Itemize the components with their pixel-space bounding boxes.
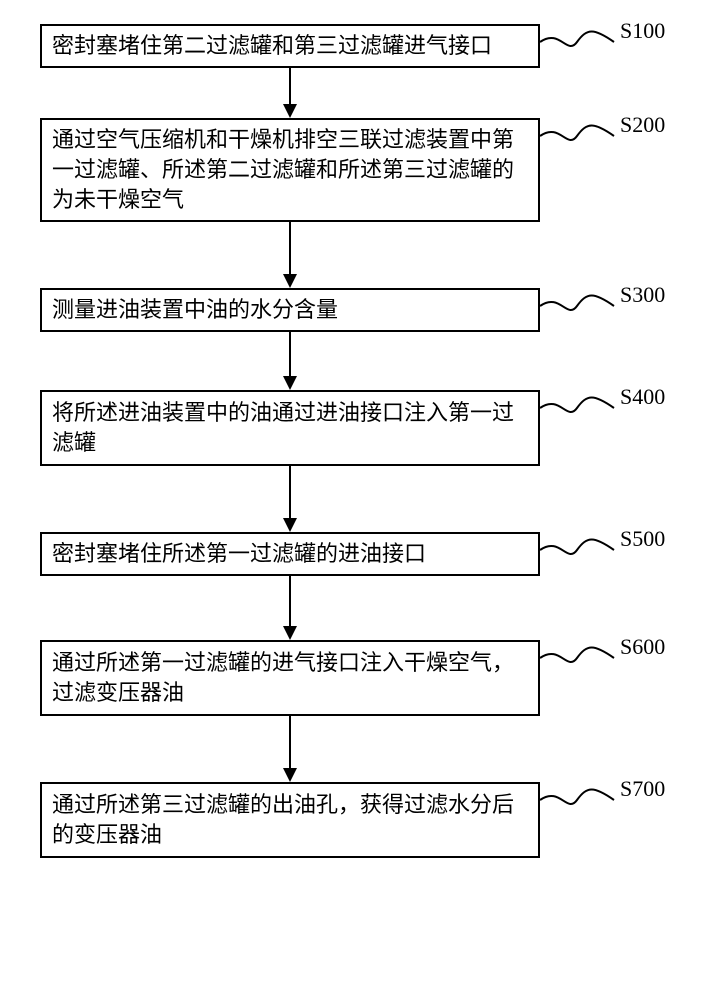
step-box-s500: 密封塞堵住所述第一过滤罐的进油接口	[40, 532, 540, 576]
step-label-s200: S200	[620, 112, 665, 138]
step-label-s700: S700	[620, 776, 665, 802]
step-text: 密封塞堵住所述第一过滤罐的进油接口	[52, 539, 426, 569]
step-label-s500: S500	[620, 526, 665, 552]
step-text: 密封塞堵住第二过滤罐和第三过滤罐进气接口	[52, 31, 492, 61]
step-box-s400: 将所述进油装置中的油通过进油接口注入第一过滤罐	[40, 390, 540, 466]
step-box-s600: 通过所述第一过滤罐的进气接口注入干燥空气，过滤变压器油	[40, 640, 540, 716]
step-text: 将所述进油装置中的油通过进油接口注入第一过滤罐	[52, 398, 528, 457]
step-text: 通过空气压缩机和干燥机排空三联过滤装置中第一过滤罐、所述第二过滤罐和所述第三过滤…	[52, 125, 528, 214]
step-text: 测量进油装置中油的水分含量	[52, 295, 338, 325]
step-text: 通过所述第一过滤罐的进气接口注入干燥空气，过滤变压器油	[52, 648, 528, 707]
step-box-s100: 密封塞堵住第二过滤罐和第三过滤罐进气接口	[40, 24, 540, 68]
step-label-s600: S600	[620, 634, 665, 660]
step-box-s300: 测量进油装置中油的水分含量	[40, 288, 540, 332]
step-label-s100: S100	[620, 18, 665, 44]
flowchart-container: 密封塞堵住第二过滤罐和第三过滤罐进气接口 通过空气压缩机和干燥机排空三联过滤装置…	[0, 0, 706, 1000]
step-label-s300: S300	[620, 282, 665, 308]
step-text: 通过所述第三过滤罐的出油孔，获得过滤水分后的变压器油	[52, 790, 528, 849]
step-label-s400: S400	[620, 384, 665, 410]
step-box-s200: 通过空气压缩机和干燥机排空三联过滤装置中第一过滤罐、所述第二过滤罐和所述第三过滤…	[40, 118, 540, 222]
step-box-s700: 通过所述第三过滤罐的出油孔，获得过滤水分后的变压器油	[40, 782, 540, 858]
